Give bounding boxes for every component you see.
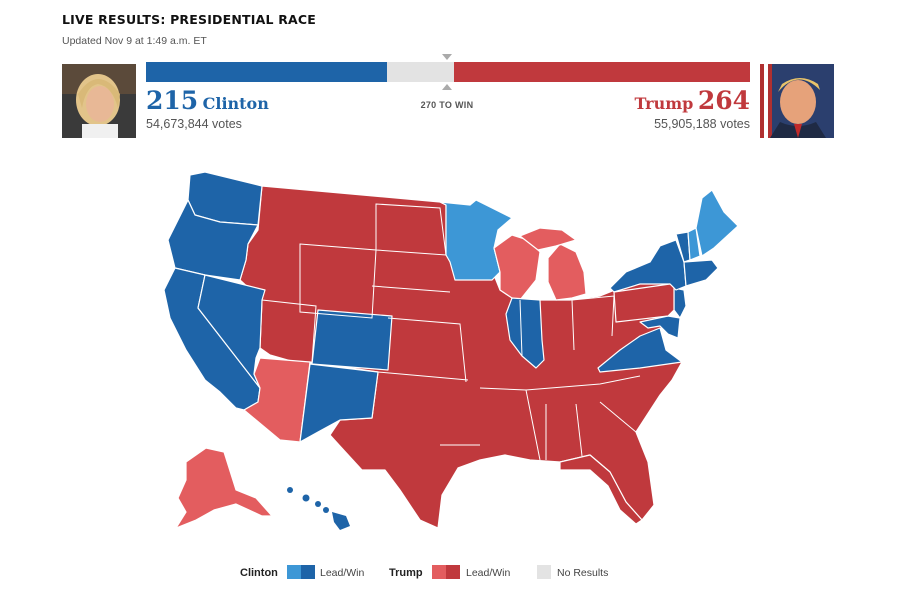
undecided-bar-segment (387, 62, 454, 82)
clinton-popular-votes: 54,673,844 votes (146, 117, 242, 131)
state-nj[interactable] (673, 287, 687, 319)
trump-tally: Trump 264 55,905,188 votes (634, 86, 750, 131)
clinton-name: Clinton (202, 94, 269, 113)
trump-photo (760, 64, 834, 138)
clinton-photo (62, 64, 136, 138)
map-legend: Clinton Lead/Win Trump Lead/Win No Resul… (0, 564, 900, 584)
state-pa[interactable] (613, 283, 675, 323)
state-nv[interactable] (197, 274, 266, 389)
trump-electoral-votes: 264 (697, 86, 750, 115)
state-me[interactable] (695, 189, 739, 257)
state-or[interactable] (167, 199, 259, 281)
us-results-map (163, 171, 739, 530)
state-mi[interactable] (547, 243, 587, 301)
trump-popular-votes: 55,905,188 votes (654, 117, 750, 131)
state-borders (261, 203, 641, 461)
legend-clinton-leadwin: Lead/Win (320, 567, 365, 579)
updated-timestamp: Updated Nov 9 at 1:49 a.m. ET (62, 35, 207, 47)
state-md[interactable] (639, 315, 681, 339)
state-va[interactable] (597, 327, 683, 373)
state-ma-ct-ri[interactable] (683, 259, 719, 287)
trump-bar-segment (453, 62, 750, 82)
state-hi[interactable] (287, 487, 350, 530)
legend-trump-label: Trump (389, 567, 423, 579)
state-ak[interactable] (175, 447, 273, 529)
legend-clinton-label: Clinton (240, 567, 278, 579)
clinton-electoral-votes: 215 (146, 86, 199, 115)
clinton-tally: 215 Clinton 54,673,844 votes (146, 86, 269, 131)
state-ny[interactable] (609, 239, 687, 293)
legend-clinton-win-swatch (301, 565, 315, 579)
state-co[interactable] (311, 309, 393, 371)
legend-trump-win-swatch (446, 565, 460, 579)
clinton-bar-segment (146, 62, 388, 82)
state-fl[interactable] (559, 454, 643, 525)
legend-trump-leadwin: Lead/Win (466, 567, 511, 579)
state-il[interactable] (505, 297, 545, 369)
threshold-marker-bottom (442, 84, 452, 90)
electoral-vote-bar (146, 62, 750, 82)
state-mi-upper[interactable] (519, 227, 577, 251)
legend-clinton-lead-swatch (287, 565, 301, 579)
trump-name: Trump (634, 94, 694, 113)
legend-no-results-label: No Results (557, 567, 609, 579)
page-title: LIVE RESULTS: PRESIDENTIAL RACE (62, 12, 317, 27)
legend-no-results-swatch (537, 565, 551, 579)
state-nh[interactable] (687, 227, 701, 261)
threshold-marker-top (442, 54, 452, 60)
state-wi[interactable] (493, 234, 541, 301)
threshold-label: 270 TO WIN (420, 100, 474, 110)
legend-trump-lead-swatch (432, 565, 446, 579)
